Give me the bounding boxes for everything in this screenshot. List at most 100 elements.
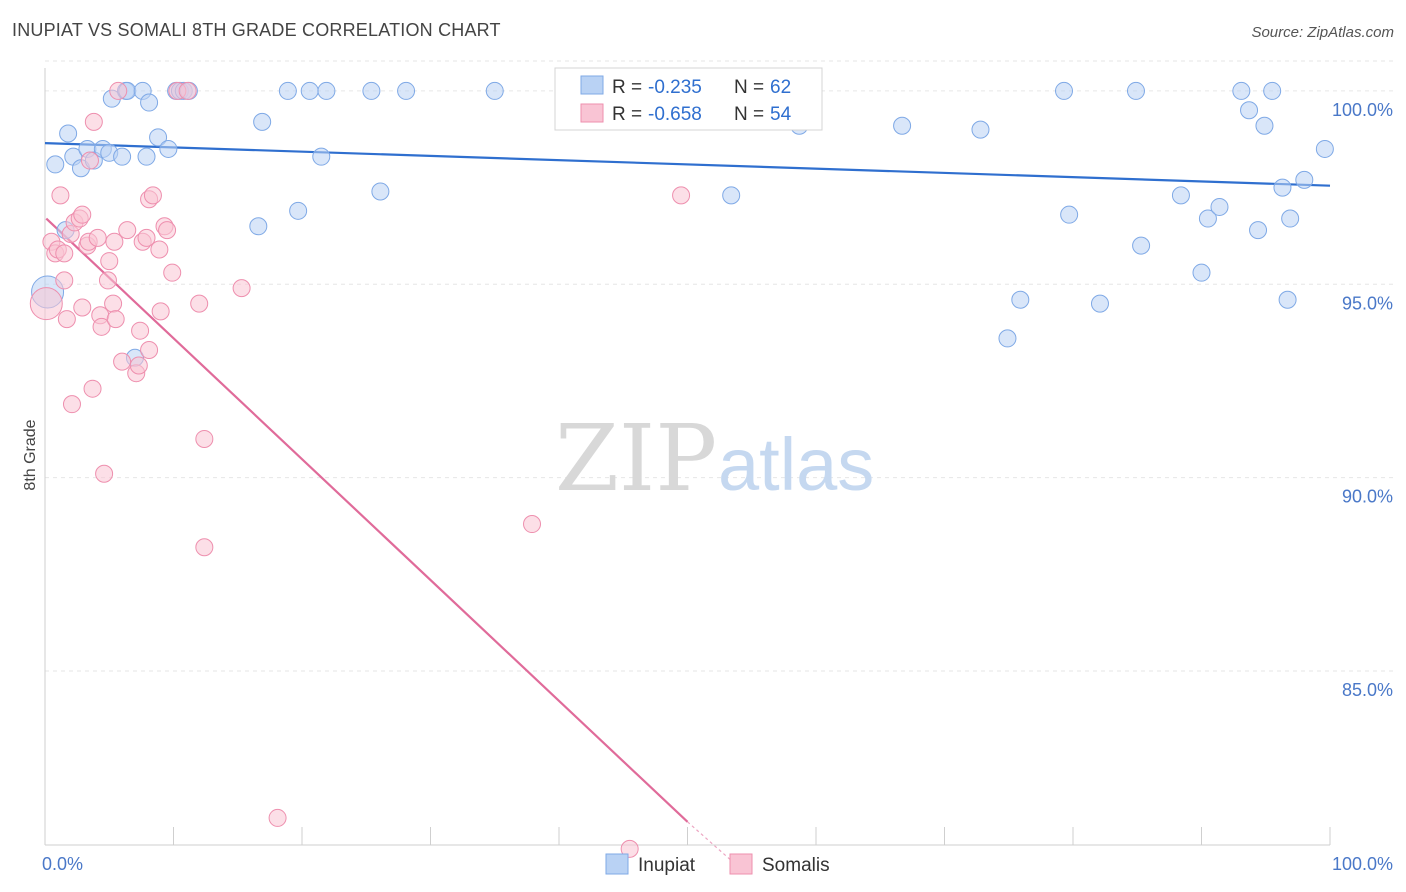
point-inupiat [1295, 170, 1314, 189]
point-somalis [106, 310, 125, 329]
gridlines [45, 60, 1394, 672]
legend-swatch-inupiat [605, 853, 629, 875]
point-inupiat [971, 120, 990, 139]
point-inupiat [1055, 81, 1074, 100]
trend-lines [44, 142, 1331, 861]
point-somalis [95, 464, 114, 483]
point-somalis [109, 81, 128, 100]
point-inupiat [893, 116, 912, 135]
point-inupiat [1171, 186, 1190, 205]
y-axis-label: 8th Grade [22, 419, 39, 490]
trend-line-inupiat [44, 142, 1331, 187]
point-inupiat [397, 81, 416, 100]
stats-n-value: 54 [770, 104, 792, 125]
x-tick-label: 0.0% [42, 854, 83, 874]
point-inupiat [1263, 81, 1282, 100]
point-inupiat [1273, 178, 1292, 197]
point-somalis [55, 244, 74, 263]
point-inupiat [1011, 290, 1030, 309]
point-inupiat [278, 81, 297, 100]
watermark: ZIP atlas [555, 405, 874, 512]
point-inupiat [1060, 205, 1079, 224]
legend-label-inupiat: Inupiat [638, 855, 696, 876]
point-somalis [140, 341, 159, 360]
point-somalis [158, 221, 177, 240]
point-inupiat [1240, 101, 1259, 120]
y-tick-label: 85.0% [1342, 680, 1393, 700]
point-inupiat [1090, 294, 1109, 313]
point-somalis [29, 287, 63, 321]
point-somalis [83, 379, 102, 398]
point-somalis [137, 228, 156, 247]
point-somalis [113, 352, 132, 371]
point-somalis [195, 429, 214, 448]
point-somalis [143, 186, 162, 205]
stats-r-label: R = [612, 77, 642, 98]
source-label: Source: ZipAtlas.com [1251, 24, 1394, 41]
point-inupiat [1210, 197, 1229, 216]
y-tick-label: 90.0% [1342, 487, 1393, 507]
x-tick-label: 100.0% [1332, 854, 1393, 874]
x-tick-labels: 0.0% 100.0% [42, 854, 1393, 874]
point-inupiat [1198, 209, 1217, 228]
point-inupiat [362, 81, 381, 100]
point-somalis [118, 221, 137, 240]
point-inupiat [253, 112, 272, 131]
point-somalis [672, 186, 691, 205]
trend-line-extension [687, 821, 732, 861]
point-inupiat [1281, 209, 1300, 228]
y-tick-label: 100.0% [1332, 100, 1393, 120]
axes [44, 68, 1331, 846]
stats-r-label: R = [612, 104, 642, 125]
point-somalis [73, 205, 92, 224]
point-inupiat [1255, 116, 1274, 135]
point-inupiat [46, 155, 65, 174]
point-inupiat [1232, 81, 1251, 100]
point-inupiat [317, 81, 336, 100]
y-tick-label: 95.0% [1342, 293, 1393, 313]
point-inupiat [1278, 290, 1297, 309]
point-inupiat [1132, 236, 1151, 255]
stats-box: R = -0.235 N = 62 R = -0.658 N = 54 [554, 67, 823, 131]
point-somalis [190, 294, 209, 313]
point-somalis [150, 240, 169, 259]
point-inupiat [140, 93, 159, 112]
stats-n-label: N = [734, 77, 764, 98]
point-somalis [268, 808, 287, 827]
trend-line-somalis [45, 217, 689, 823]
point-inupiat [1192, 263, 1211, 282]
point-inupiat [59, 124, 78, 143]
stats-swatch-somalis [580, 103, 604, 123]
point-somalis [178, 81, 197, 100]
point-inupiat [249, 217, 268, 236]
point-inupiat [137, 147, 156, 166]
point-somalis [73, 298, 92, 317]
point-inupiat [300, 81, 319, 100]
point-inupiat [113, 147, 132, 166]
legend-label-somalis: Somalis [762, 855, 830, 876]
point-somalis [98, 271, 117, 290]
legend: Inupiat Somalis [605, 853, 830, 876]
point-inupiat [371, 182, 390, 201]
point-somalis [57, 310, 76, 329]
point-somalis [62, 395, 81, 414]
point-somalis [151, 302, 170, 321]
point-somalis [163, 263, 182, 282]
watermark-zip: ZIP [555, 405, 717, 512]
stats-n-label: N = [734, 104, 764, 125]
stats-n-value: 62 [770, 77, 791, 98]
point-somalis [620, 839, 639, 858]
legend-swatch-somalis [729, 853, 753, 875]
chart-title: INUPIAT VS SOMALI 8TH GRADE CORRELATION … [12, 20, 501, 40]
point-somalis [232, 279, 251, 298]
point-somalis [80, 151, 99, 170]
point-inupiat [1126, 81, 1145, 100]
y-tick-labels: 100.0% 95.0% 90.0% 85.0% [1332, 100, 1393, 700]
stats-swatch-inupiat [580, 75, 604, 95]
point-somalis [88, 228, 107, 247]
point-inupiat [998, 329, 1017, 348]
point-somalis [100, 252, 119, 271]
point-somalis [523, 515, 542, 534]
point-inupiat [1315, 139, 1334, 158]
